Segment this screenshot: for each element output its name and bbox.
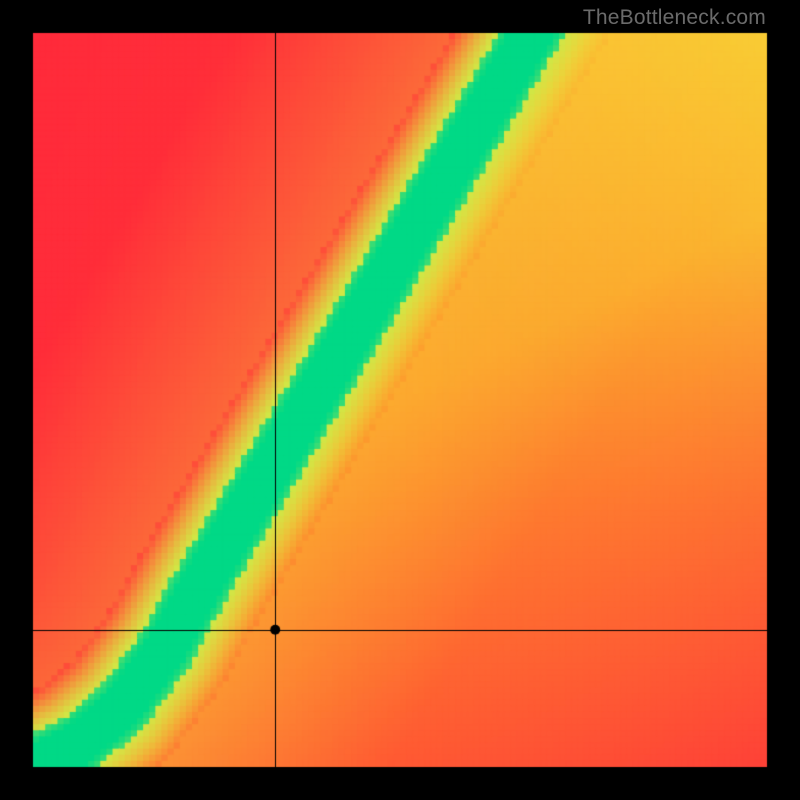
watermark-text: TheBottleneck.com — [583, 6, 766, 30]
bottleneck-heatmap-canvas — [0, 0, 800, 800]
chart-container: TheBottleneck.com — [0, 0, 800, 800]
